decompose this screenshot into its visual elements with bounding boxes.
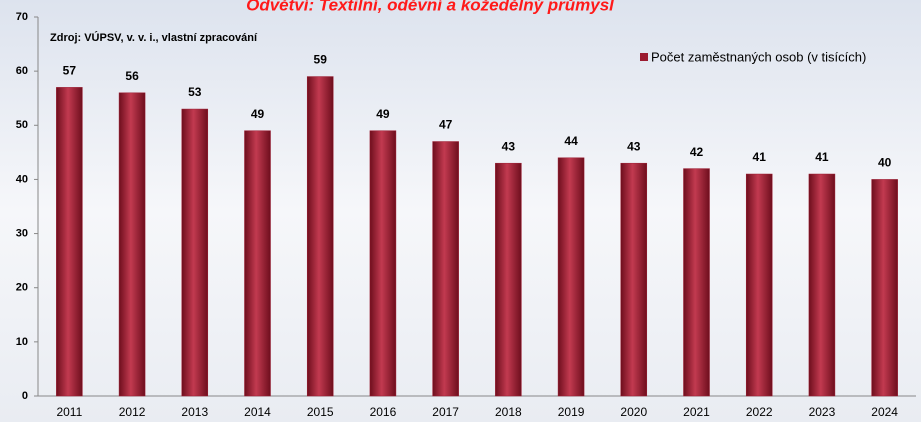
bar (620, 162, 648, 397)
x-tick-label: 2022 (746, 405, 773, 419)
data-label: 41 (815, 150, 829, 164)
x-tick-label: 2014 (244, 405, 271, 419)
bar (118, 92, 146, 397)
x-tick-label: 2024 (871, 405, 898, 419)
data-label: 43 (627, 139, 641, 153)
bar (557, 157, 585, 397)
x-tick-label: 2011 (56, 405, 82, 419)
y-tick-label: 40 (16, 173, 28, 185)
data-label: 41 (753, 150, 767, 164)
bar (871, 179, 898, 397)
x-tick-label: 2018 (495, 405, 522, 419)
x-tick-label: 2020 (620, 405, 647, 419)
bar (181, 108, 209, 397)
y-tick-label: 50 (16, 119, 28, 131)
legend-swatch (640, 53, 648, 61)
y-tick-label: 30 (16, 227, 28, 239)
x-tick-label: 2013 (181, 405, 208, 419)
y-tick-label: 10 (16, 336, 28, 348)
data-label: 49 (376, 107, 390, 121)
y-tick-label: 0 (22, 390, 28, 402)
data-label: 53 (188, 85, 202, 99)
x-tick-label: 2015 (307, 405, 334, 419)
y-tick-label: 70 (16, 11, 28, 23)
bar (683, 168, 710, 397)
data-label: 49 (251, 107, 265, 121)
data-label: 56 (125, 69, 139, 83)
x-tick-label: 2021 (683, 405, 710, 419)
x-tick-label: 2017 (432, 405, 459, 419)
data-label: 57 (63, 64, 77, 78)
y-tick-label: 60 (16, 65, 28, 77)
legend-label: Počet zaměstnaných osob (v tisících) (651, 49, 866, 64)
bar (432, 141, 459, 397)
annotation: Zdroj: VÚPSV, v. v. i., vlastní zpracová… (50, 31, 258, 44)
bar (745, 173, 773, 397)
bar (244, 130, 271, 397)
data-label: 43 (502, 139, 516, 153)
chart-title: Odvětví: Textilní, oděvní a kožedělný pr… (246, 0, 615, 14)
data-label: 42 (690, 145, 704, 159)
bar (306, 76, 334, 397)
x-tick-label: 2012 (119, 405, 146, 419)
y-tick-label: 20 (16, 282, 28, 294)
bar (369, 130, 397, 397)
bar (808, 173, 836, 397)
x-tick-label: 2016 (370, 405, 397, 419)
x-tick-label: 2023 (809, 405, 836, 419)
x-tick-label: 2019 (558, 405, 585, 419)
data-label: 44 (564, 134, 578, 148)
data-label: 59 (314, 53, 328, 67)
bar (56, 87, 83, 397)
data-label: 47 (439, 118, 453, 132)
data-label: 40 (878, 156, 892, 170)
bar (495, 162, 522, 397)
